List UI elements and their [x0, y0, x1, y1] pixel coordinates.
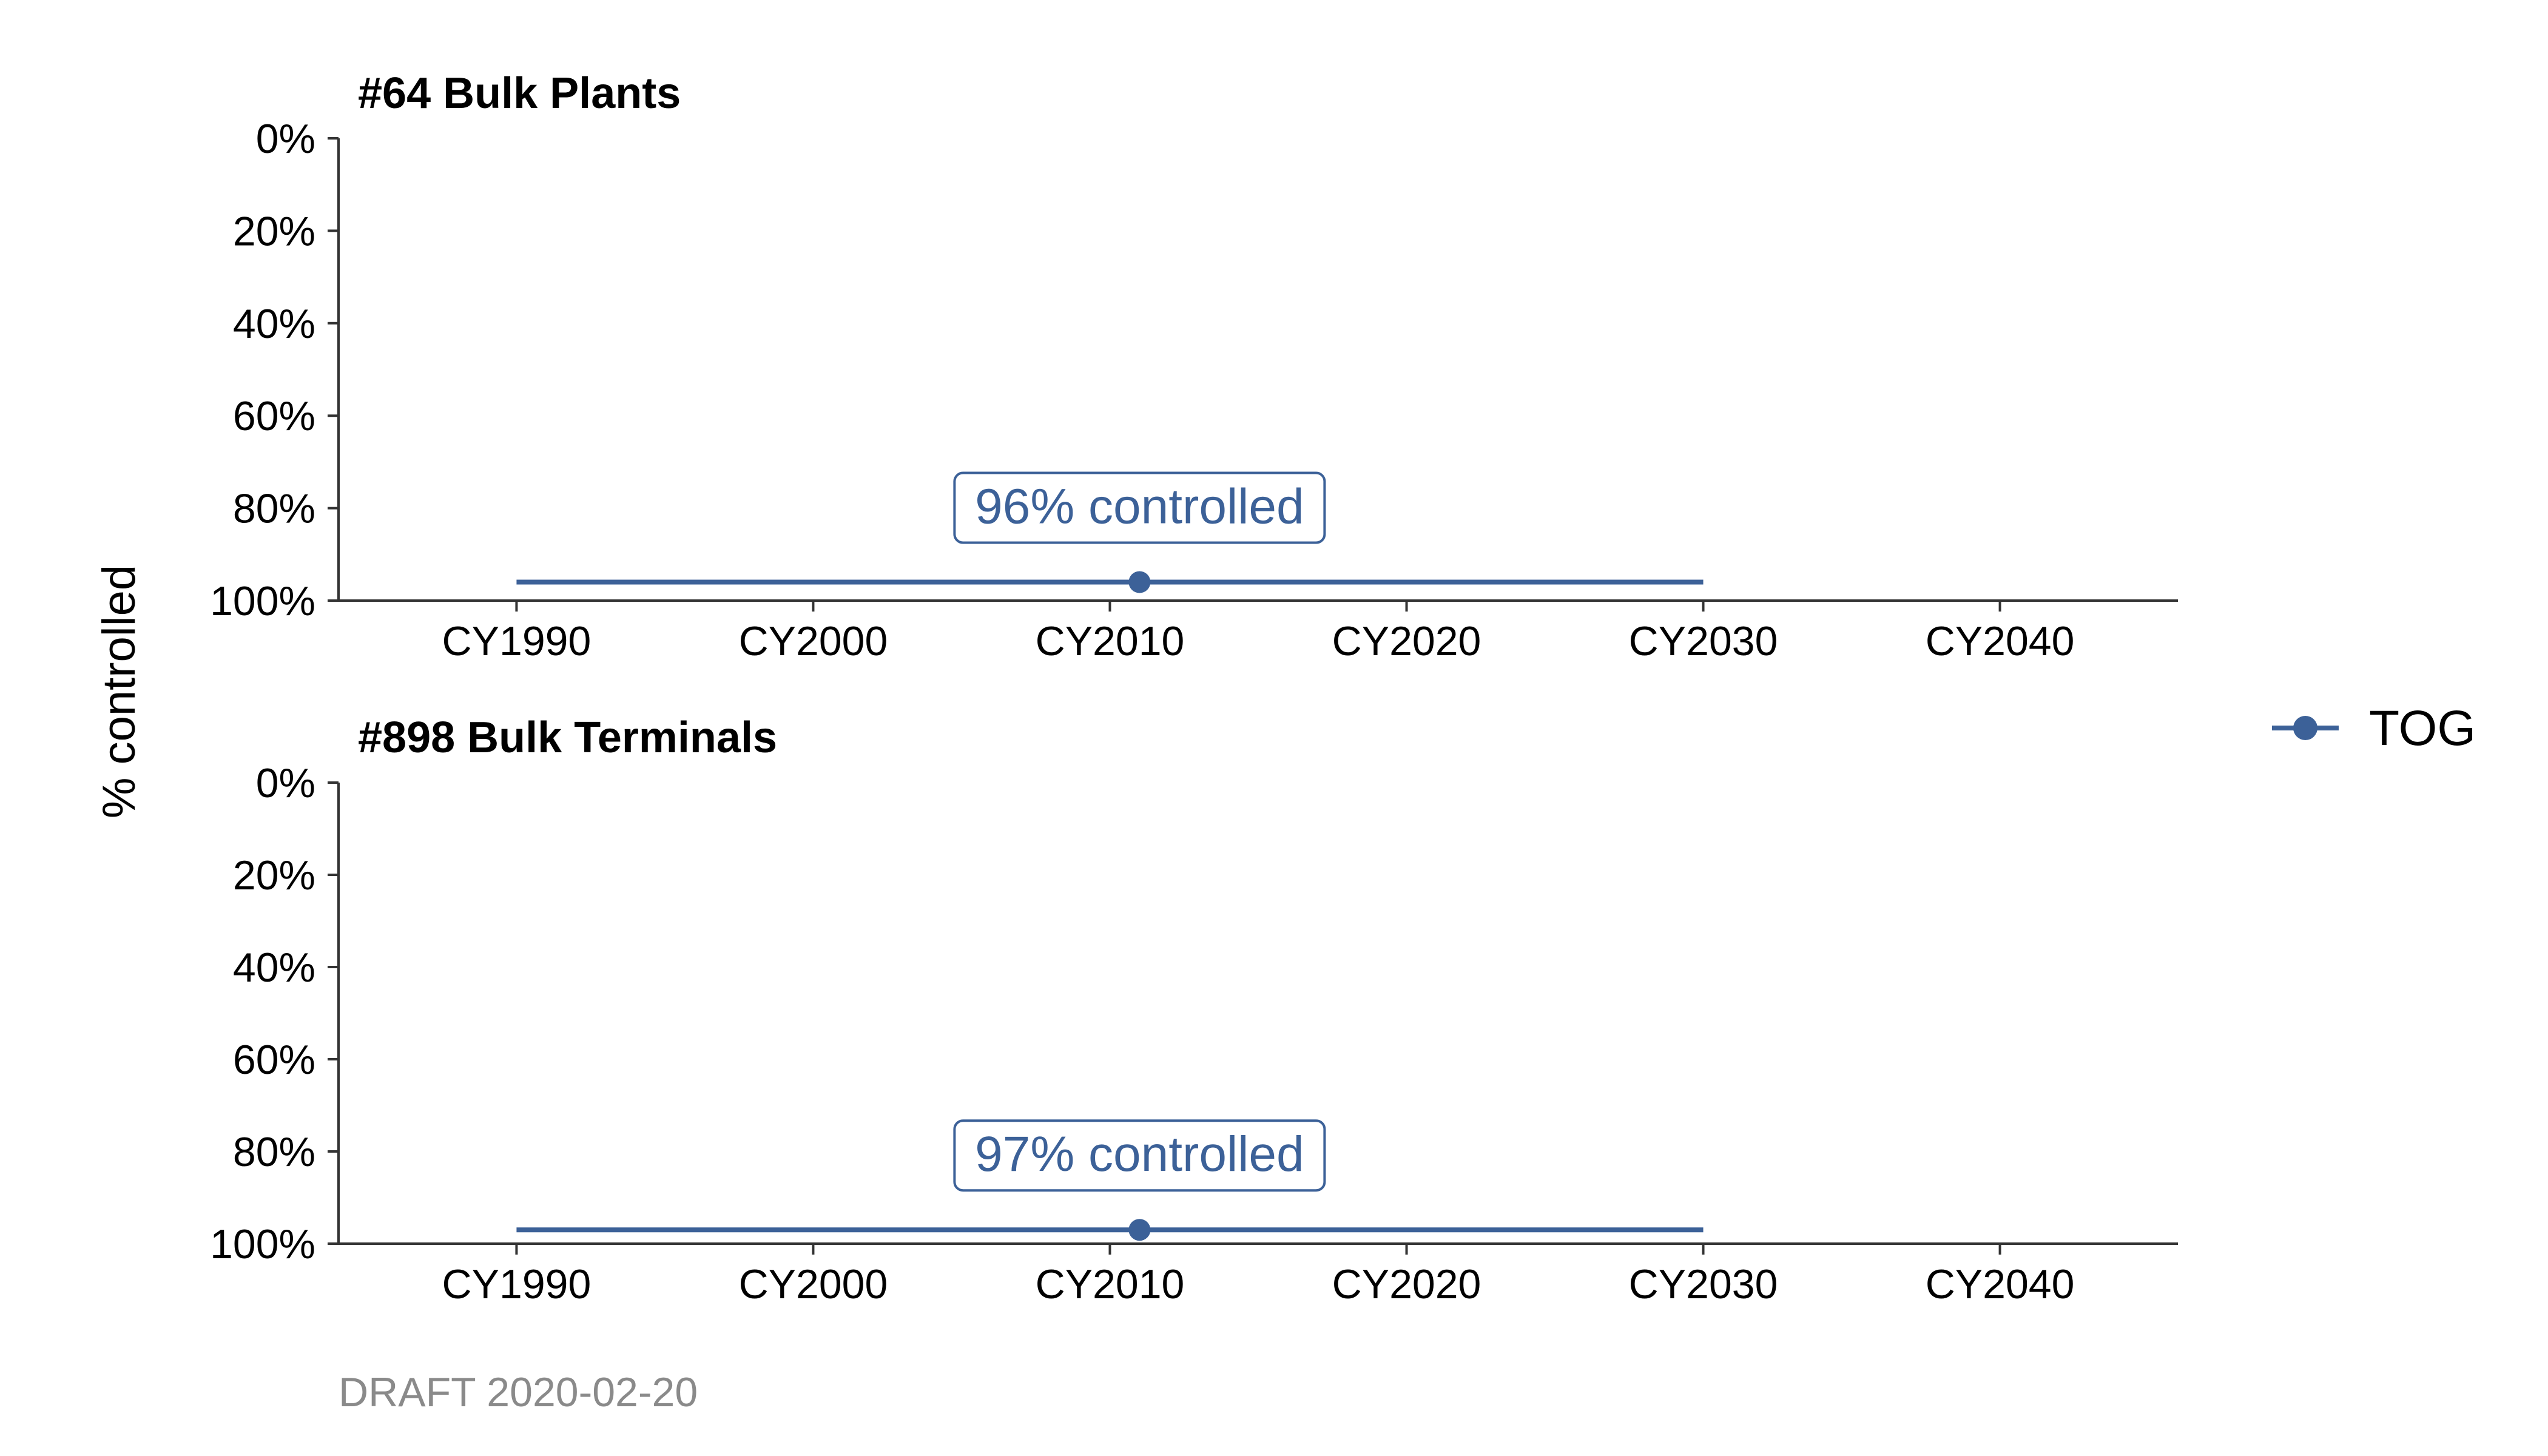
x-tick-label: CY2000 [739, 618, 888, 664]
x-tick-label: CY2030 [1629, 1261, 1778, 1307]
y-tick-label: 40% [233, 945, 315, 991]
x-tick-label: CY2010 [1036, 618, 1185, 664]
y-tick-label: 40% [233, 301, 315, 347]
y-tick-label: 20% [233, 208, 315, 254]
x-tick-label: CY2020 [1332, 618, 1481, 664]
y-axis-label: % controlled [93, 565, 145, 818]
x-tick-label: CY2000 [739, 1261, 888, 1307]
y-tick-label: 80% [233, 486, 315, 532]
callout-label: 96% controlled [975, 479, 1304, 534]
y-tick-label: 60% [233, 393, 315, 439]
callout-label: 97% controlled [975, 1127, 1304, 1182]
x-tick-label: CY2040 [1926, 618, 2075, 664]
legend-label-tog: TOG [2369, 701, 2476, 756]
series-point-tog [1128, 1219, 1151, 1241]
panel-title: #898 Bulk Terminals [358, 713, 777, 762]
x-tick-label: CY1990 [442, 618, 592, 664]
series-point-tog [1128, 571, 1151, 593]
callout-box [953, 1119, 1326, 1192]
panel-1: #64 Bulk Plants 0% 20% 40% 60% 80% 100% CY1990 C… [210, 69, 2178, 664]
x-tick-label: CY2020 [1332, 1261, 1481, 1307]
callout-box [953, 471, 1326, 544]
y-tick-label: 100% [210, 578, 315, 624]
y-tick-label: 20% [233, 852, 315, 898]
panel-2: #898 Bulk Terminals 0% 20% 40% 60% 80% 100% CY1… [210, 713, 2178, 1307]
x-tick-label: CY2030 [1629, 618, 1778, 664]
y-tick-label: 80% [233, 1129, 315, 1175]
legend: TOG [2272, 701, 2476, 756]
y-tick-label: 0% [256, 760, 315, 806]
legend-marker [2293, 716, 2317, 740]
x-tick-label: CY2040 [1926, 1261, 2075, 1307]
x-tick-label: CY2010 [1036, 1261, 1185, 1307]
panels: #64 Bulk Plants 0% 20% 40% 60% 80% 100% CY1990 C… [210, 69, 2178, 1307]
panel-title: #64 Bulk Plants [358, 69, 681, 118]
draft-caption: DRAFT 2020-02-20 [339, 1369, 698, 1415]
y-tick-label: 0% [256, 116, 315, 162]
y-tick-label: 60% [233, 1037, 315, 1083]
x-tick-label: CY1990 [442, 1261, 592, 1307]
y-tick-label: 100% [210, 1221, 315, 1267]
